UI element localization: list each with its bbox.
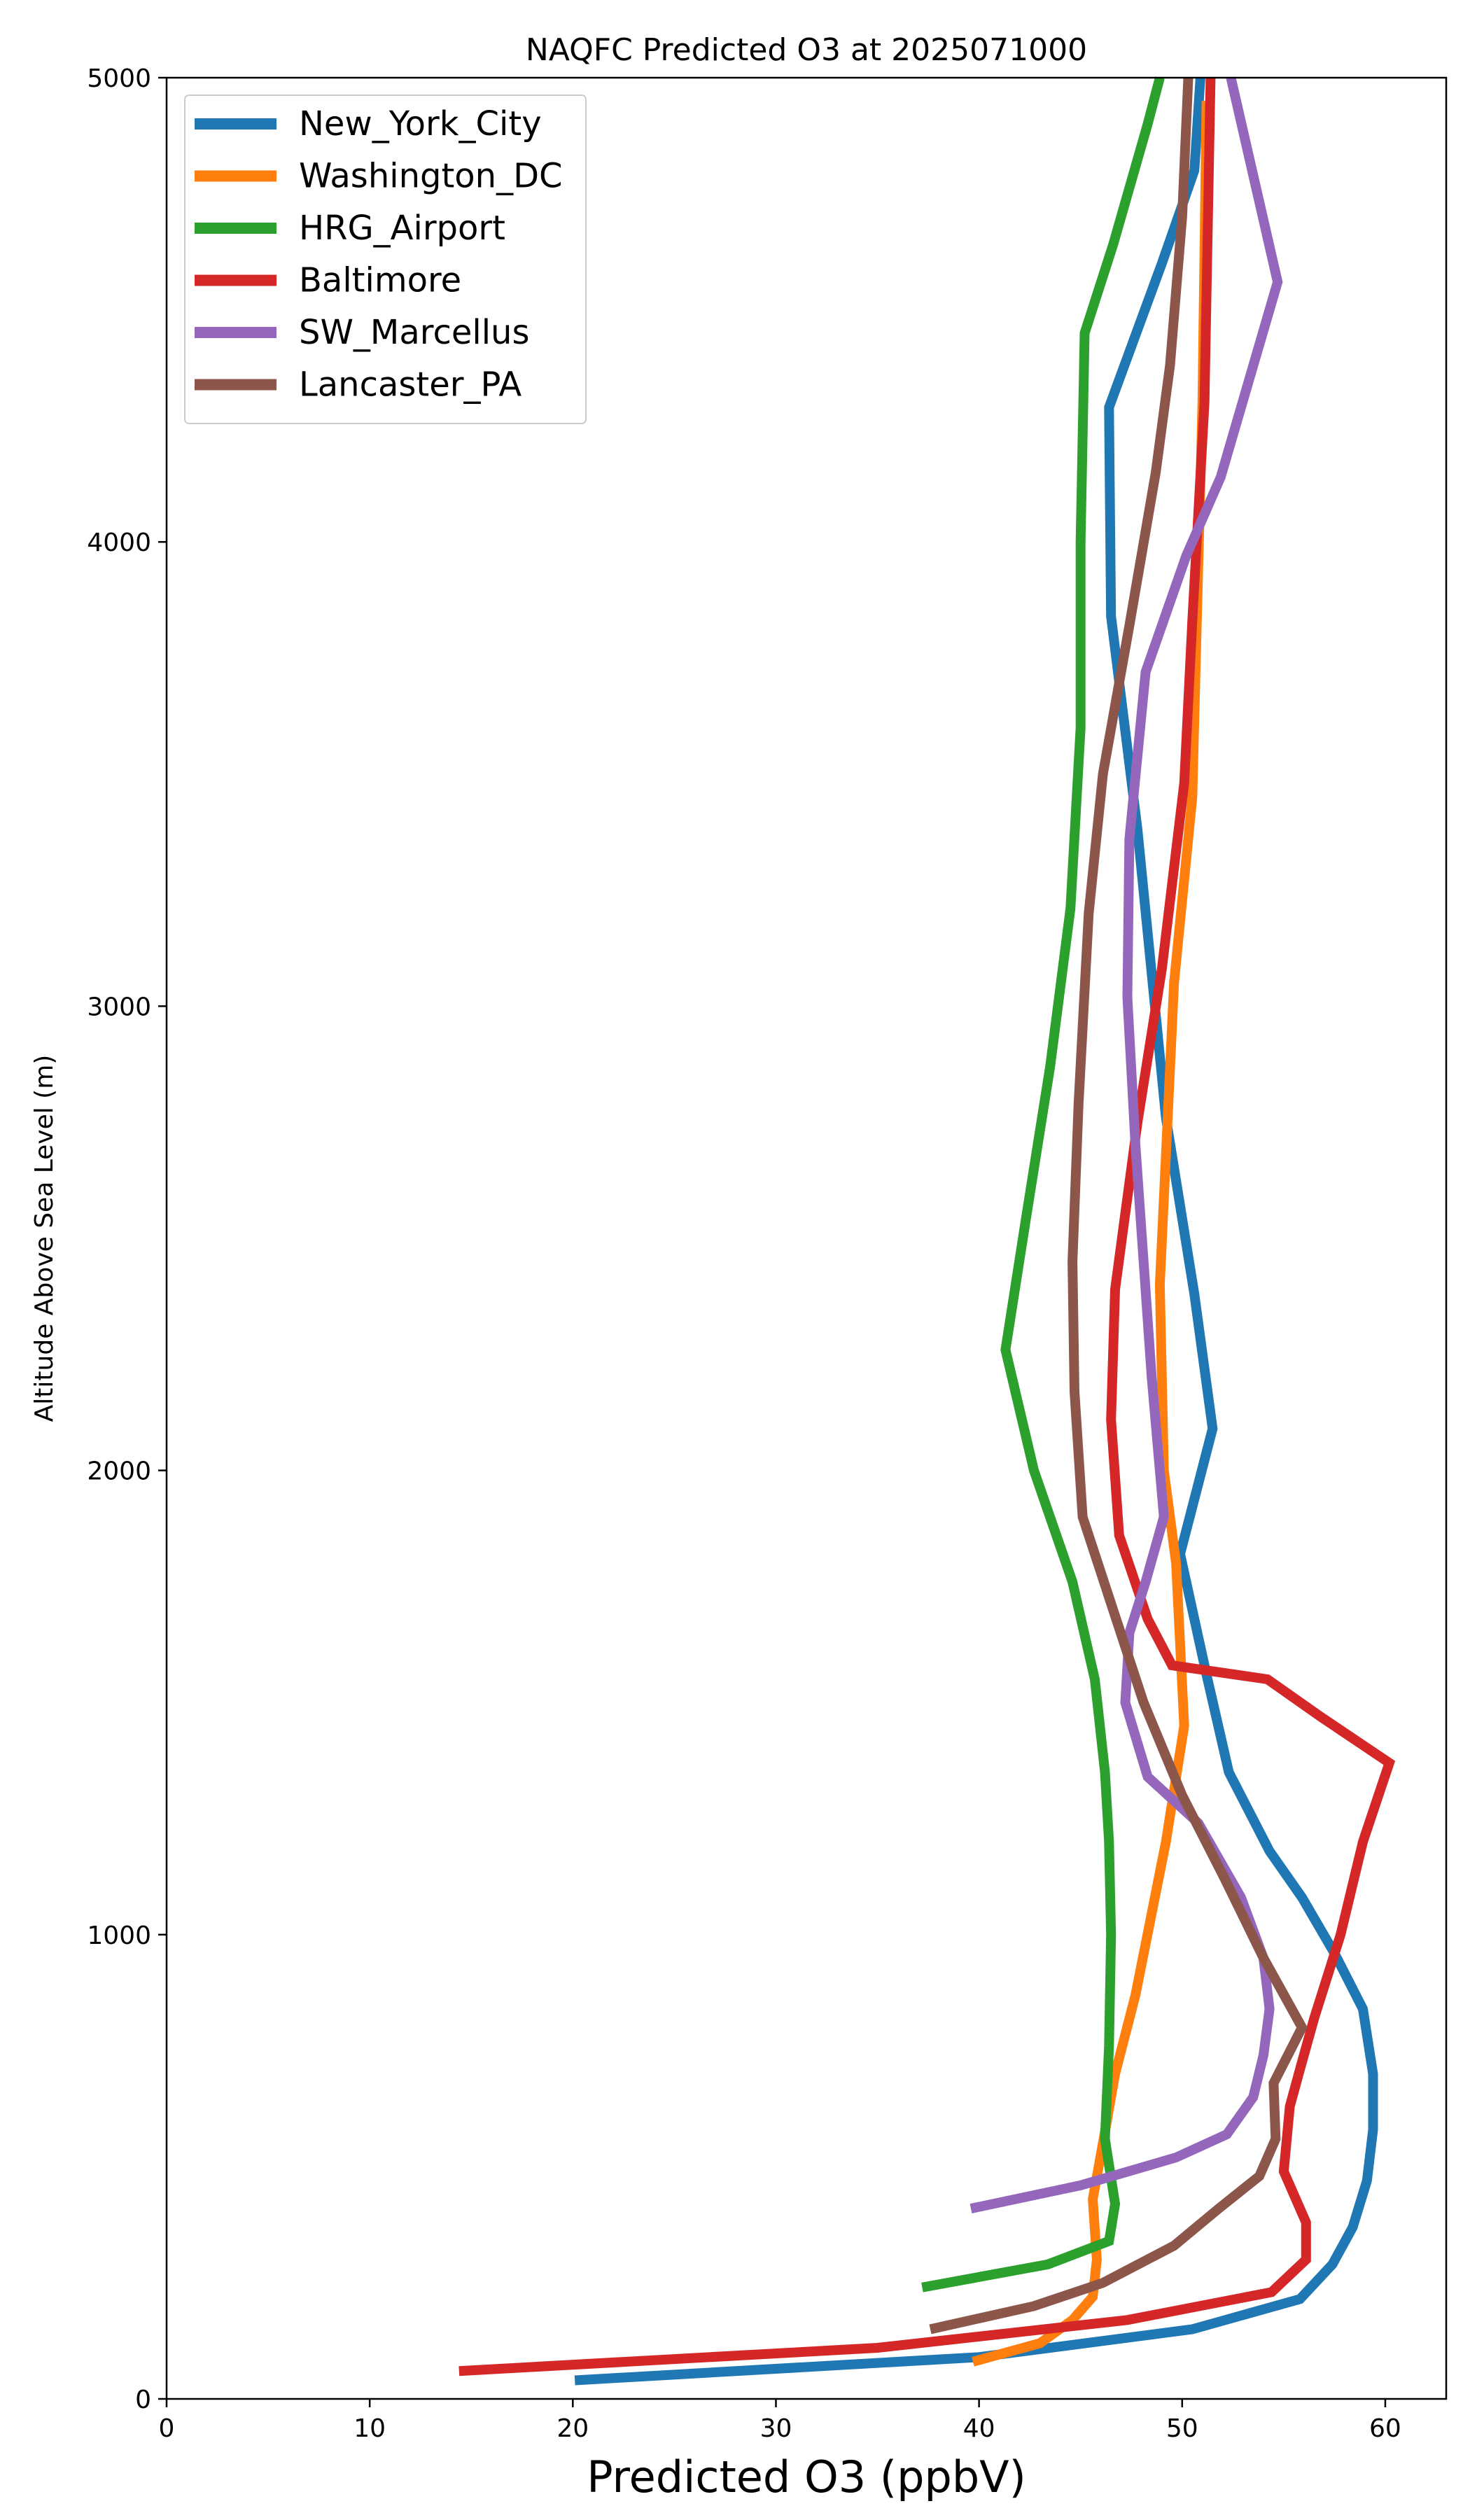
legend-label: Lancaster_PA [299,365,522,405]
x-tick-label: 0 [159,2414,175,2443]
plot-frame [165,76,1448,2400]
x-axis-label: Predicted O3 (ppbV) [587,2451,1026,2502]
plot-marks [458,76,1396,2386]
y-tick-label: 1000 [87,1921,151,1950]
x-tick-label: 40 [963,2414,995,2443]
x-tick-label: 50 [1166,2414,1198,2443]
legend-label: HRG_Airport [299,209,505,248]
series-line-washington-dc [972,101,1212,2367]
legend-label: SW_Marcellus [299,313,529,352]
legend-label: New_York_City [299,104,542,144]
x-tick-label: 60 [1369,2414,1401,2443]
legend-box [184,94,587,424]
legend-label: Washington_DC [299,157,563,196]
series-line-new-york-city [574,77,1378,2386]
y-tick-label: 4000 [87,528,151,557]
y-tick-label: 5000 [87,64,151,93]
y-tick-label: 2000 [87,1457,151,1486]
chart-title: NAQFC Predicted O3 at 2025071000 [526,32,1087,68]
x-tick-label: 20 [556,2414,589,2443]
legend-label: Baltimore [299,261,461,300]
series-line-hrg-airport [921,76,1165,2292]
x-tick-label: 30 [760,2414,792,2443]
legend: New_York_City Washington_DC HRG_Airport Bal… [184,94,587,424]
y-tick-label: 3000 [87,993,151,1021]
y-axis-ticks: 0 1000 2000 3000 4000 5000 [87,64,167,2414]
x-tick-label: 10 [354,2414,386,2443]
y-tick-label: 0 [135,2386,151,2414]
series-line-lancaster-pa [929,77,1308,2334]
x-axis-ticks: 0 10 20 30 40 50 60 [159,2399,1401,2443]
series-line-baltimore [458,77,1396,2376]
y-axis-label: Altitude Above Sea Level (m) [30,1055,59,1422]
